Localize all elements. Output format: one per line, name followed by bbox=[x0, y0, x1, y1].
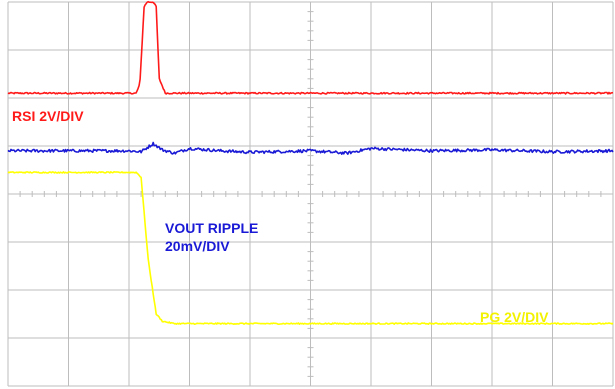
vout-label-line-1: VOUT RIPPLE bbox=[165, 220, 259, 236]
rsi-trace bbox=[7, 0, 614, 95]
rsi-trace-label: RSI 2V/DIV bbox=[12, 108, 84, 124]
vout-ripple-trace bbox=[7, 141, 614, 155]
pg-trace-label: PG 2V/DIV bbox=[480, 309, 549, 325]
vout-ripple-trace-label: VOUT RIPPLE 20mV/DIV bbox=[165, 219, 258, 255]
vout-label-line-2: 20mV/DIV bbox=[165, 238, 230, 254]
plot-grid bbox=[7, 1, 614, 387]
pg-trace bbox=[7, 171, 614, 326]
plot-traces bbox=[7, 0, 614, 326]
